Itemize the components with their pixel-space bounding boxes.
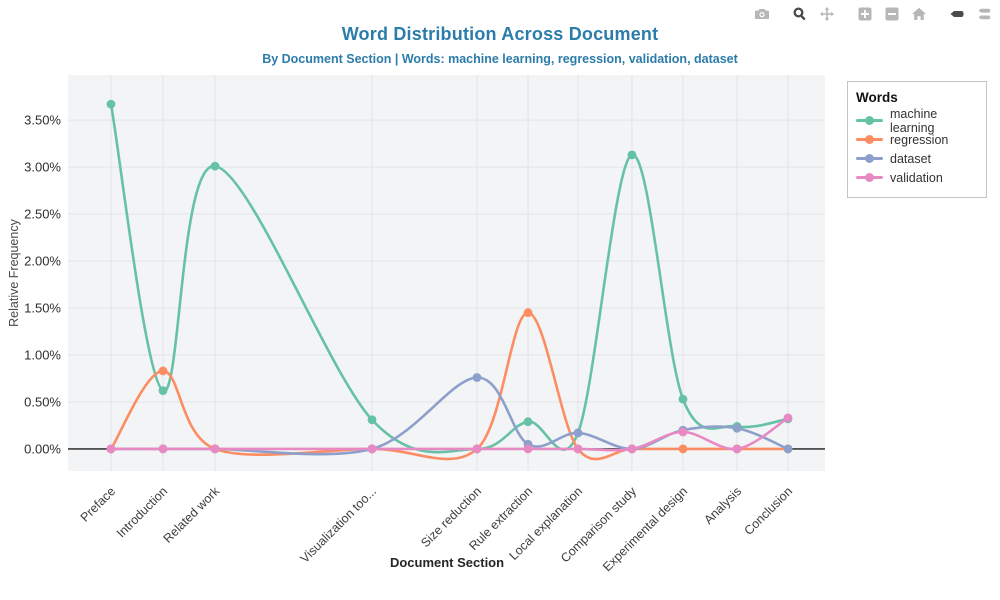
y-axis-title: Relative Frequency xyxy=(7,219,21,327)
y-tick-label: 0.00% xyxy=(24,441,61,456)
data-point-validation[interactable] xyxy=(472,444,482,454)
data-point-machine-learning[interactable] xyxy=(678,394,688,404)
data-point-machine-learning[interactable] xyxy=(210,161,220,171)
zoom-out-icon[interactable] xyxy=(884,6,900,22)
x-tick-label: Visualization too... xyxy=(298,484,379,565)
data-point-validation[interactable] xyxy=(678,427,688,437)
y-tick-label: 0.50% xyxy=(24,394,61,409)
y-tick-label: 3.00% xyxy=(24,160,61,175)
legend-item-dataset[interactable]: dataset xyxy=(856,149,978,168)
data-point-regression[interactable] xyxy=(158,366,168,376)
x-axis-title: Document Section xyxy=(389,555,505,570)
data-point-validation[interactable] xyxy=(627,444,637,454)
y-tick-label: 2.50% xyxy=(24,207,61,222)
y-tick-label: 1.00% xyxy=(24,347,61,362)
zoom-in-icon[interactable] xyxy=(857,6,873,22)
data-point-validation[interactable] xyxy=(783,413,793,423)
data-point-regression[interactable] xyxy=(523,308,533,318)
y-tick-label: 2.00% xyxy=(24,254,61,269)
hover-compare-icon[interactable] xyxy=(976,6,992,22)
data-point-regression[interactable] xyxy=(678,444,688,454)
legend-swatch-icon xyxy=(856,135,883,144)
data-point-machine-learning[interactable] xyxy=(367,415,377,425)
camera-snapshot-icon[interactable] xyxy=(754,6,770,22)
data-point-validation[interactable] xyxy=(158,444,168,454)
y-tick-label: 3.50% xyxy=(24,113,61,128)
y-tick-label: 1.50% xyxy=(24,300,61,315)
data-point-validation[interactable] xyxy=(210,444,220,454)
data-point-machine-learning[interactable] xyxy=(523,417,533,427)
chart-subtitle: By Document Section | Words: machine lea… xyxy=(262,52,738,66)
legend: Words machine learning regression datase… xyxy=(847,81,987,198)
data-point-machine-learning[interactable] xyxy=(106,99,116,109)
x-tick-label: Introduction xyxy=(114,484,170,540)
chart-title: Word Distribution Across Document xyxy=(341,24,659,44)
x-tick-label: Related work xyxy=(161,484,223,546)
pan-icon[interactable] xyxy=(819,6,835,22)
x-tick-label: Conclusion xyxy=(741,484,795,538)
legend-item-label: regression xyxy=(890,132,949,147)
data-point-validation[interactable] xyxy=(367,444,377,454)
legend-item-machine-learning[interactable]: machine learning xyxy=(856,107,978,135)
data-point-validation[interactable] xyxy=(573,444,583,454)
data-point-validation[interactable] xyxy=(732,444,742,454)
data-point-dataset[interactable] xyxy=(783,444,793,454)
legend-title: Words xyxy=(856,90,898,105)
reset-home-icon[interactable] xyxy=(911,6,927,22)
legend-item-validation[interactable]: validation xyxy=(856,168,978,187)
data-point-dataset[interactable] xyxy=(573,428,583,438)
zoom-icon[interactable] xyxy=(792,6,808,22)
legend-swatch-icon xyxy=(856,154,883,163)
data-point-validation[interactable] xyxy=(523,444,533,454)
data-point-dataset[interactable] xyxy=(472,373,482,382)
data-point-validation[interactable] xyxy=(106,444,116,454)
legend-swatch-icon xyxy=(856,116,883,125)
legend-item-label: validation xyxy=(890,170,943,185)
legend-item-regression[interactable]: regression xyxy=(856,130,978,149)
data-point-machine-learning[interactable] xyxy=(158,386,168,396)
hover-closest-icon[interactable] xyxy=(949,6,965,22)
legend-item-label: dataset xyxy=(890,151,932,166)
x-tick-label: Experimental design xyxy=(600,484,690,574)
data-point-dataset[interactable] xyxy=(732,423,742,433)
x-tick-label: Preface xyxy=(78,484,118,524)
data-point-machine-learning[interactable] xyxy=(627,150,637,160)
plot-area[interactable] xyxy=(68,75,825,471)
modebar xyxy=(743,5,992,23)
series-line-machine-learning xyxy=(109,102,790,454)
legend-swatch-icon xyxy=(856,173,883,182)
x-tick-label: Analysis xyxy=(701,484,744,527)
legend-item-label: machine learning xyxy=(890,106,938,135)
series-line-validation xyxy=(109,416,790,452)
